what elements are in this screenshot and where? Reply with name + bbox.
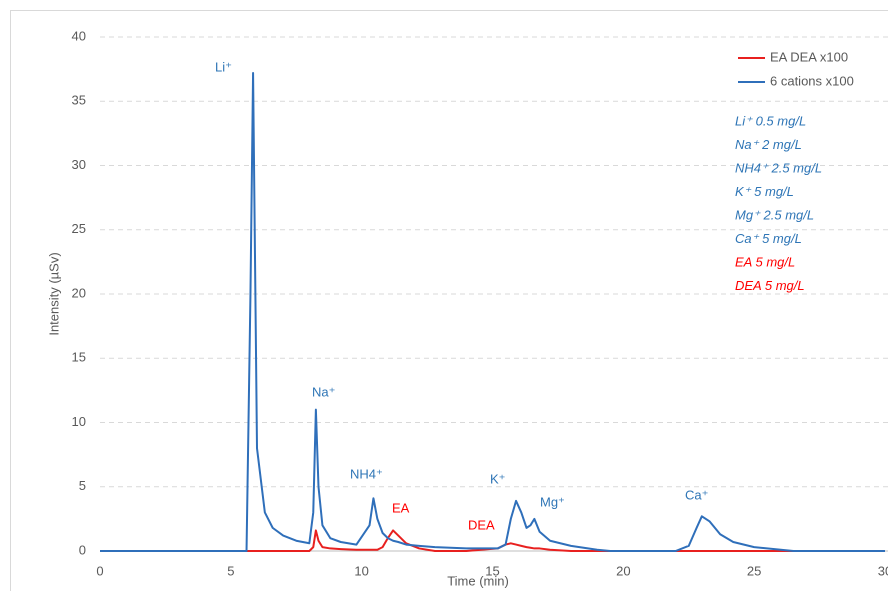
x-tick-label: 25	[747, 563, 761, 578]
concentration-note: Mg⁺ 2.5 mg/L	[735, 207, 814, 222]
peak-label: Na⁺	[312, 384, 335, 399]
concentration-note: DEA 5 mg/L	[735, 278, 805, 293]
y-tick-label: 0	[79, 542, 86, 557]
x-tick-label: 20	[616, 563, 630, 578]
concentration-note: EA 5 mg/L	[735, 254, 795, 269]
x-tick-label: 5	[227, 563, 234, 578]
peak-label: Li⁺	[215, 59, 232, 74]
x-axis-title: Time (min)	[447, 573, 509, 588]
peak-label: K⁺	[490, 471, 506, 486]
concentration-note: Li⁺ 0.5 mg/L	[735, 113, 806, 128]
x-tick-label: 10	[354, 563, 368, 578]
concentration-note: NH4⁺ 2.5 mg/L	[735, 160, 822, 175]
x-tick-label: 15	[485, 563, 499, 578]
concentration-note: K⁺ 5 mg/L	[735, 184, 794, 199]
legend-label: EA DEA x100	[770, 49, 848, 64]
peak-label: Mg⁺	[540, 494, 565, 509]
y-tick-label: 15	[72, 350, 86, 365]
chart-border	[10, 10, 888, 591]
y-axis-title: Intensity (µSv)	[46, 252, 61, 335]
y-tick-label: 35	[72, 93, 86, 108]
x-tick-label: 30	[878, 563, 888, 578]
x-tick-label: 0	[96, 563, 103, 578]
concentration-note: Na⁺ 2 mg/L	[735, 137, 802, 152]
peak-label: DEA	[468, 517, 495, 532]
concentration-note: Ca⁺ 5 mg/L	[735, 231, 802, 246]
legend-label: 6 cations x100	[770, 73, 854, 88]
peak-label: NH4⁺	[350, 466, 383, 481]
y-tick-label: 20	[72, 285, 86, 300]
y-tick-label: 25	[72, 221, 86, 236]
y-tick-label: 5	[79, 478, 86, 493]
series-line	[100, 71, 885, 552]
y-tick-label: 30	[72, 157, 86, 172]
y-tick-label: 40	[72, 28, 86, 43]
peak-label: EA	[392, 500, 410, 515]
peak-label: Ca⁺	[685, 487, 708, 502]
y-tick-label: 10	[72, 414, 86, 429]
